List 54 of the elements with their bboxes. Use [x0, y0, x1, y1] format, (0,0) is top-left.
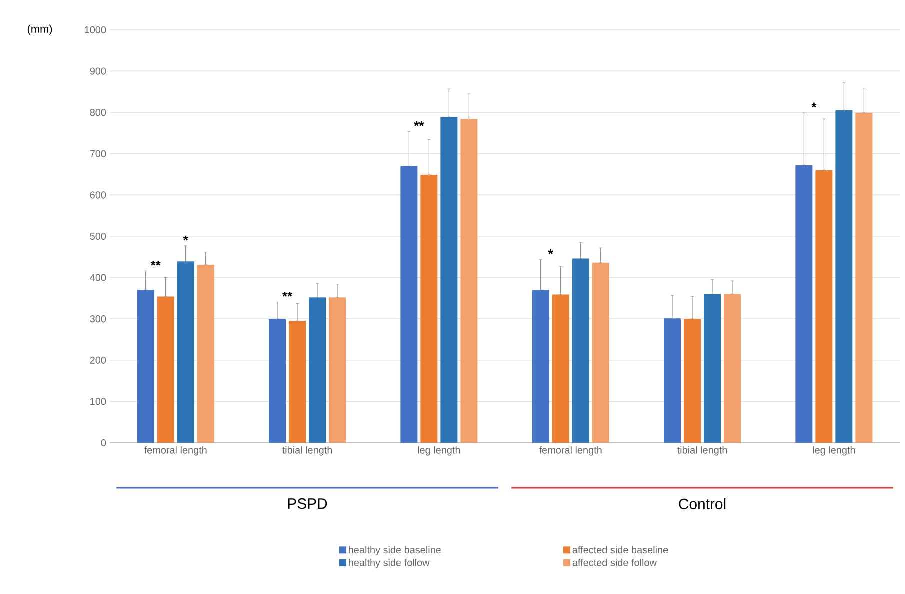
bar — [796, 165, 813, 443]
bar — [572, 258, 590, 443]
bar — [309, 298, 326, 443]
y-tick-label: 200 — [90, 356, 106, 364]
y-tick-label: 300 — [90, 316, 106, 323]
bar — [592, 262, 610, 443]
bar — [816, 170, 833, 443]
x-tick-label: femoral length — [539, 446, 602, 456]
bar — [836, 110, 853, 443]
bar — [704, 294, 722, 443]
y-axis-title: (mm) — [28, 24, 52, 36]
annotation: ** — [282, 292, 293, 297]
legend-label: affected side follow — [572, 558, 657, 566]
bar — [400, 166, 418, 443]
bar — [137, 290, 154, 443]
y-tick-label: 1000 — [85, 26, 106, 34]
text: PSPD — [288, 498, 328, 510]
y-tick-label: 0 — [101, 439, 106, 447]
x-tick-label: femoral length — [144, 446, 207, 456]
y-tick-label: 100 — [90, 398, 106, 406]
bar — [157, 296, 174, 443]
bar — [269, 319, 286, 443]
legend-label: affected side baseline — [572, 546, 668, 554]
x-tick-label: tibial length — [282, 446, 332, 456]
y-tick-label: 500 — [90, 232, 106, 240]
x-tick-label: leg length — [813, 446, 856, 456]
text: Control — [679, 498, 726, 510]
bar — [197, 264, 214, 443]
x-tick-label: leg length — [418, 446, 460, 456]
bar — [552, 294, 570, 443]
annotation: * — [548, 250, 554, 254]
annotation: * — [812, 102, 817, 108]
legend-label: healthy side follow — [349, 558, 430, 568]
bar — [460, 119, 478, 443]
bar — [177, 262, 194, 443]
bar — [532, 290, 550, 443]
annotation: ** — [414, 121, 424, 126]
bar — [724, 294, 742, 443]
bar — [289, 321, 306, 443]
legend-label: healthy side baseline — [349, 546, 441, 556]
y-tick-label: 700 — [90, 150, 106, 158]
bar — [856, 113, 873, 443]
bar — [664, 318, 682, 443]
y-tick-label: 600 — [90, 192, 106, 199]
annotation: ** — [150, 261, 161, 266]
annotation: * — [183, 236, 188, 241]
bar — [440, 117, 458, 443]
y-tick-label: 900 — [90, 68, 106, 75]
y-tick-label: 800 — [90, 109, 106, 116]
bar — [329, 298, 346, 443]
bar — [684, 319, 702, 443]
y-tick-label: 400 — [90, 274, 106, 282]
x-tick-label: tibial length — [677, 446, 728, 456]
bar — [420, 174, 438, 443]
